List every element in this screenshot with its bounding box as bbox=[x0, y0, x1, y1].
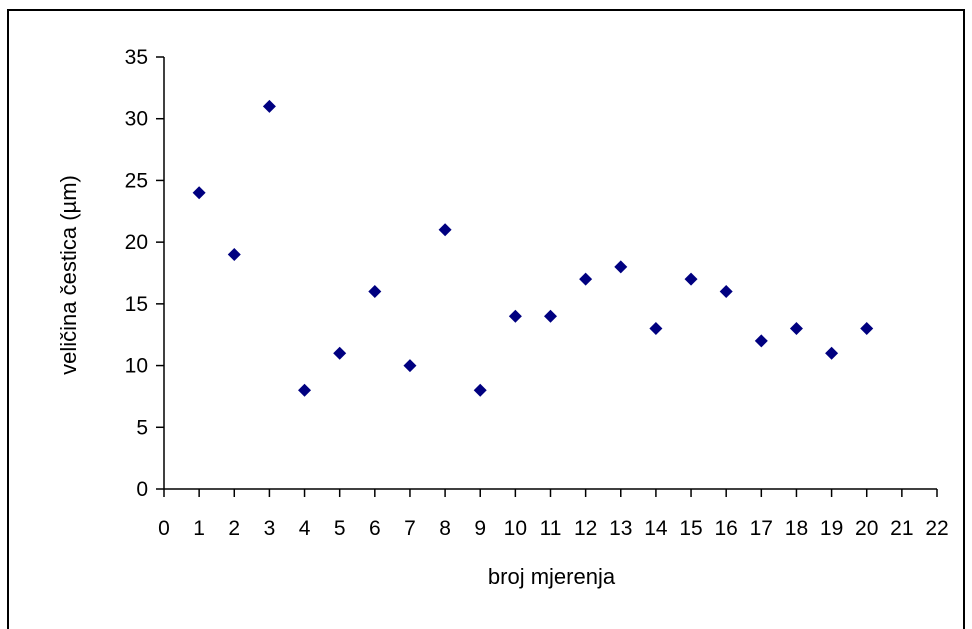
x-axis-title: broj mjerenja bbox=[488, 564, 616, 589]
x-axis: 0 1 2 3 4 5 6 7 8 9 10 11 12 13 14 15 16 17 18 19 20 21 22 bbox=[158, 488, 949, 540]
x-tick-label: 3 bbox=[264, 517, 276, 540]
x-tick-label: 7 bbox=[404, 517, 416, 540]
data-point bbox=[508, 309, 522, 323]
y-tick-label: 30 bbox=[125, 108, 148, 131]
data-point bbox=[473, 383, 487, 397]
data-point bbox=[825, 346, 839, 360]
data-points bbox=[192, 99, 874, 397]
x-tick-label: 20 bbox=[855, 517, 878, 540]
data-point bbox=[227, 247, 241, 261]
y-tick-label: 20 bbox=[125, 231, 148, 254]
data-point bbox=[262, 99, 276, 113]
x-tick-label: 2 bbox=[228, 517, 240, 540]
data-point bbox=[684, 272, 698, 286]
data-point bbox=[649, 322, 663, 336]
x-tick-label: 18 bbox=[785, 517, 808, 540]
x-tick-label: 21 bbox=[890, 517, 913, 540]
data-point bbox=[860, 322, 874, 336]
x-tick-label: 15 bbox=[679, 517, 702, 540]
x-tick-label: 9 bbox=[474, 517, 486, 540]
data-point bbox=[438, 223, 452, 237]
data-point bbox=[368, 285, 382, 299]
x-tick-label: 10 bbox=[504, 517, 527, 540]
x-tick-label: 17 bbox=[750, 517, 773, 540]
x-tick-label: 0 bbox=[158, 517, 170, 540]
y-tick-label: 0 bbox=[136, 478, 148, 501]
x-tick-label: 14 bbox=[644, 517, 668, 540]
data-point bbox=[192, 186, 206, 200]
y-axis-title: veličina čestica (µm) bbox=[56, 175, 81, 375]
x-tick-label: 11 bbox=[540, 517, 562, 540]
x-tick-label: 16 bbox=[715, 517, 738, 540]
x-tick-label: 13 bbox=[609, 517, 632, 540]
y-tick-label: 5 bbox=[136, 416, 148, 439]
x-tick-label: 1 bbox=[193, 517, 205, 540]
data-point bbox=[544, 309, 557, 323]
data-point bbox=[579, 272, 593, 286]
y-tick-label: 15 bbox=[125, 293, 148, 316]
x-tick-label: 12 bbox=[574, 517, 597, 540]
data-point bbox=[719, 285, 733, 299]
x-tick-label: 22 bbox=[925, 517, 948, 540]
y-tick-label: 10 bbox=[125, 355, 148, 378]
x-tick-label: 19 bbox=[820, 517, 843, 540]
y-tick-label: 25 bbox=[125, 169, 148, 192]
data-point bbox=[298, 383, 312, 397]
data-point bbox=[403, 359, 417, 373]
data-point bbox=[754, 334, 768, 348]
y-tick-label: 35 bbox=[125, 46, 148, 69]
data-point bbox=[333, 346, 347, 360]
data-point bbox=[789, 322, 803, 336]
x-tick-label: 4 bbox=[299, 517, 311, 540]
y-axis: 0 5 10 15 20 25 30 35 bbox=[125, 46, 165, 501]
data-point bbox=[614, 260, 628, 274]
x-tick-label: 8 bbox=[439, 517, 451, 540]
x-tick-label: 6 bbox=[369, 517, 381, 540]
chart-frame bbox=[7, 9, 965, 629]
x-tick-label: 5 bbox=[334, 517, 346, 540]
